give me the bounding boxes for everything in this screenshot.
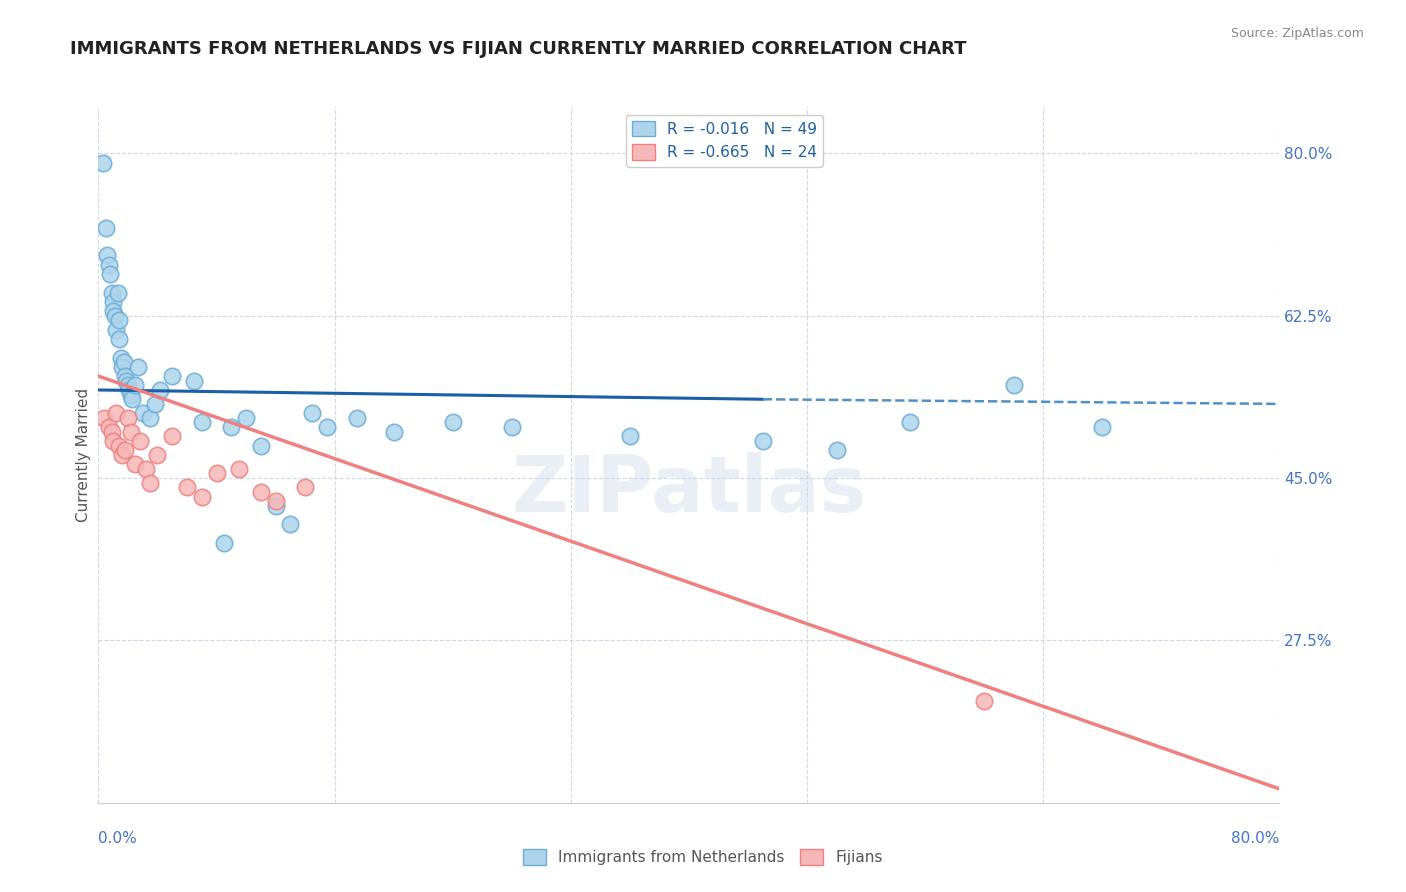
Point [212,536,235,550]
Point [382,425,405,439]
Point [176,480,198,494]
Point [973,694,995,708]
Point [191,490,214,504]
Y-axis label: Currently Married: Currently Married [76,388,91,522]
Point [117,410,139,425]
Point [115,374,138,388]
Point [94,220,117,235]
Point [264,499,287,513]
Point [264,494,287,508]
Point [191,416,214,430]
Point [105,406,128,420]
Point [162,429,183,443]
Point [825,443,848,458]
Point [250,485,273,500]
Point [127,359,149,374]
Legend: R = -0.016   N = 49, R = -0.665   N = 24: R = -0.016 N = 49, R = -0.665 N = 24 [626,115,823,167]
Point [441,416,464,430]
Point [162,369,183,384]
Point [301,406,323,420]
Point [143,397,166,411]
Point [278,517,302,532]
Point [93,410,115,425]
Point [120,425,142,439]
Point [132,406,155,420]
Point [1091,420,1114,434]
Point [139,410,162,425]
Point [124,457,146,471]
Point [316,420,339,434]
Point [100,285,122,300]
Point [104,309,127,323]
Point [1002,378,1025,392]
Point [221,420,243,434]
Point [146,448,169,462]
Point [112,355,135,369]
Point [205,467,228,481]
Point [103,294,125,309]
Point [117,378,139,392]
Point [111,359,134,374]
Point [139,475,162,490]
Text: Source: ZipAtlas.com: Source: ZipAtlas.com [1230,27,1364,40]
Point [98,267,121,281]
Point [97,258,120,272]
Point [118,383,141,397]
Text: ZIPatlas: ZIPatlas [512,451,866,528]
Point [96,248,118,262]
Point [105,323,128,337]
Point [900,416,922,430]
Point [114,369,136,384]
Point [250,439,273,453]
Point [107,285,129,300]
Point [103,434,125,448]
Point [346,410,368,425]
Point [110,351,132,365]
Point [108,332,131,346]
Point [91,155,114,169]
Point [183,374,205,388]
Text: 80.0%: 80.0% [1232,830,1279,846]
Point [501,420,523,434]
Point [294,480,316,494]
Point [124,378,146,392]
Legend: Immigrants from Netherlands, Fijians: Immigrants from Netherlands, Fijians [517,843,889,871]
Point [103,304,125,318]
Point [228,462,250,476]
Point [135,462,157,476]
Point [108,439,131,453]
Point [128,434,150,448]
Point [114,443,136,458]
Text: IMMIGRANTS FROM NETHERLANDS VS FIJIAN CURRENTLY MARRIED CORRELATION CHART: IMMIGRANTS FROM NETHERLANDS VS FIJIAN CU… [70,40,967,58]
Point [111,448,134,462]
Point [235,410,257,425]
Point [121,392,143,407]
Point [120,387,142,401]
Point [108,313,131,327]
Point [751,434,773,448]
Point [619,429,641,443]
Point [149,383,172,397]
Text: 0.0%: 0.0% [98,830,138,846]
Point [100,425,122,439]
Point [97,420,120,434]
